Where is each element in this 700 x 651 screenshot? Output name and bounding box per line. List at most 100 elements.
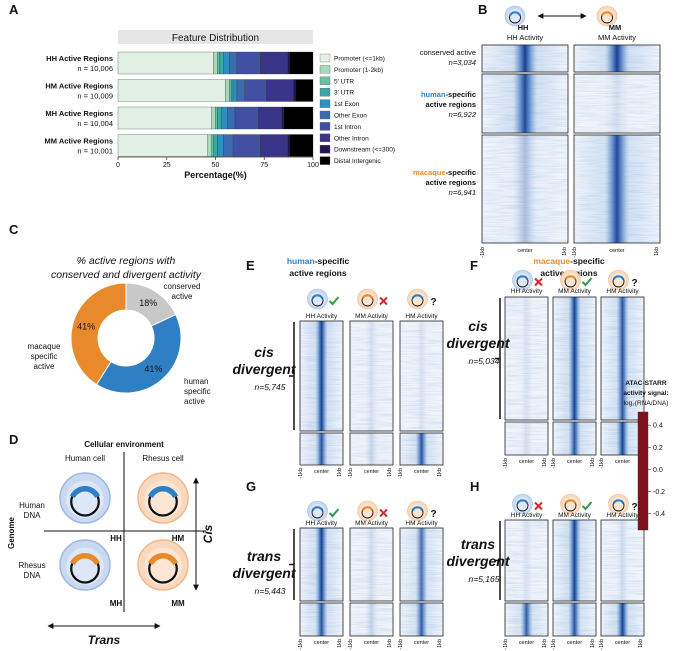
category-label: specific: [184, 387, 211, 396]
x-tick-label: 25: [163, 162, 171, 169]
heatmap-signal: [482, 45, 568, 72]
heatmap-tick-label: center: [314, 469, 329, 475]
heatmap-frame: [349, 432, 394, 466]
header-line: human-specific: [287, 256, 350, 266]
heatmap-tick-label: 1kb: [542, 458, 548, 467]
legend-swatch: [319, 110, 331, 120]
category-count: n = 10,004: [77, 119, 113, 128]
heatmap-frame: [573, 44, 661, 73]
heatmap-frame: [399, 320, 444, 432]
heatmap-frame: [399, 602, 444, 637]
panel-label: F: [470, 258, 478, 273]
column-label: MM Activity: [598, 33, 636, 42]
dna-arc: [612, 275, 625, 281]
category-label: active: [34, 362, 55, 371]
dna-arc: [411, 294, 424, 300]
heatmap-signal: [350, 528, 393, 601]
heatmap-tick-label: 1kb: [590, 458, 596, 467]
heatmap-tick-label: -1kb: [298, 639, 304, 650]
heatmap-signal: [553, 297, 596, 420]
heatmap-tick-label: center: [414, 640, 429, 646]
bar-segment: [287, 134, 290, 157]
panel-label: C: [9, 222, 19, 237]
heatmap-frame: [481, 73, 569, 134]
column-label: MM Activity: [355, 313, 389, 320]
label: active regions: [426, 178, 476, 187]
column-label: HH Activity: [511, 512, 543, 519]
bar-segment: [234, 106, 259, 130]
dna-arc: [361, 294, 374, 300]
x-tick-label: 50: [212, 162, 220, 169]
legend-swatch: [319, 156, 331, 165]
heatmap-tick-label: center: [615, 640, 630, 646]
cell-icon: [560, 493, 581, 515]
bar-segment: [217, 134, 224, 157]
label: Trans: [88, 633, 121, 647]
header-rest: -specific: [446, 168, 476, 177]
heatmap-tick-label: -1kb: [599, 458, 605, 469]
column-label: HM Activity: [606, 288, 639, 295]
cross-mark: [379, 296, 388, 306]
column-label: MM Activity: [558, 512, 592, 519]
cell-icon: [59, 472, 111, 524]
heatmap-tick-label: center: [609, 248, 624, 254]
group-label: trans: [461, 536, 495, 552]
icon-label: MM: [609, 23, 622, 32]
heatmap-frame: [399, 432, 444, 466]
legend-label: Promoter (<=1kb): [334, 56, 385, 63]
chart-title: conserved and divergent activity: [51, 269, 202, 281]
count-label: n=5,034: [469, 356, 500, 366]
category-label: HM Active Regions: [45, 82, 113, 91]
bar-segment: [228, 51, 238, 75]
bar-segment: [217, 106, 222, 130]
cell-icon: [307, 288, 328, 310]
group-label: divergent: [446, 553, 510, 569]
legend-swatch: [319, 88, 331, 97]
column-label: HM Activity: [405, 313, 438, 320]
x-tick-label: 0: [116, 162, 120, 169]
count-label: n=5,443: [255, 586, 286, 596]
label: n=6,941: [449, 188, 476, 197]
legend-label: Other Exon: [334, 113, 367, 120]
category-label: MM Active Regions: [45, 137, 113, 146]
heatmap-signal: [300, 603, 343, 636]
header-species: human: [287, 256, 315, 266]
heatmap-tick-label: -1kb: [572, 247, 578, 258]
label: Cis: [201, 524, 215, 543]
column-label: HM Activity: [606, 512, 639, 519]
heatmap-tick-label: 1kb: [337, 468, 343, 477]
donut-slice: [70, 282, 127, 386]
column-label: MM Activity: [558, 288, 592, 295]
cell-icon: [307, 500, 328, 522]
label: Human: [19, 501, 45, 510]
dna-arc: [601, 11, 613, 17]
heatmap-signal: [505, 297, 548, 420]
heatmap-tick-label: center: [364, 469, 379, 475]
cell-icon: [407, 288, 428, 310]
cell-icon: [137, 539, 189, 591]
cell-icon: [560, 269, 581, 291]
bar-segment: [117, 134, 208, 157]
cell-icon: [137, 472, 189, 524]
cross-mark: [534, 277, 543, 287]
heatmap-frame: [349, 602, 394, 637]
dna-arc: [311, 506, 324, 512]
header-species: human: [421, 90, 446, 99]
legend-label: Promoter (1-2kb): [334, 67, 383, 74]
bar-segment: [223, 134, 234, 157]
heatmap-tick-label: 1kb: [387, 468, 393, 477]
heatmap-signal: [505, 603, 548, 636]
x-tick-label: 75: [260, 162, 268, 169]
category-label: MH Active Regions: [45, 109, 113, 118]
flag: ?: [430, 297, 436, 308]
header-line: macaque-specific: [533, 256, 605, 266]
cell-label: HM: [172, 534, 185, 543]
bar-segment: [283, 106, 314, 130]
heatmap-tick-label: -1kb: [348, 468, 354, 479]
header-species: macaque: [413, 168, 446, 177]
heatmap-signal: [482, 135, 568, 243]
bar-segment: [287, 51, 290, 75]
heatmap-tick-label: 1kb: [562, 247, 568, 256]
label: Genome: [7, 516, 16, 549]
heatmap-signal: [400, 603, 443, 636]
